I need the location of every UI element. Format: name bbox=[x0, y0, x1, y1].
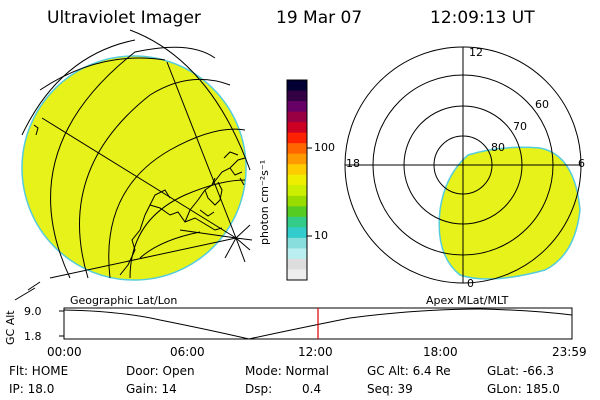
timeline-xtick-1200: 12:00 bbox=[298, 345, 333, 359]
timeline-xtick-2359: 23:59 bbox=[552, 345, 587, 359]
mlat-label-80: 80 bbox=[491, 141, 505, 154]
date-label: 19 Mar 07 bbox=[276, 8, 363, 28]
timeline-xtick-0600: 06:00 bbox=[170, 345, 205, 359]
colorbar-segment bbox=[287, 269, 307, 281]
auroral-oval-image bbox=[438, 146, 581, 280]
timeline-xtick-1800: 18:00 bbox=[423, 345, 458, 359]
polar-grid bbox=[344, 46, 582, 284]
colorbar-segment bbox=[287, 258, 307, 270]
colorbar-segment bbox=[287, 195, 307, 207]
colorbar-segment bbox=[287, 132, 307, 144]
colorbar-segment bbox=[287, 206, 307, 218]
colorbar bbox=[286, 79, 312, 281]
mode-info: Mode: Normal bbox=[245, 364, 329, 378]
colorbar-segment bbox=[287, 80, 307, 92]
timeline-ylabel: GC Alt bbox=[4, 310, 17, 345]
mlat-label-70: 70 bbox=[513, 120, 527, 133]
colorbar-segment bbox=[287, 153, 307, 165]
left-map-caption: Geographic Lat/Lon bbox=[70, 294, 178, 307]
altitude-curve bbox=[63, 308, 573, 340]
mlt-label-0: 0 bbox=[467, 277, 474, 290]
mlt-label-18: 18 bbox=[346, 157, 360, 170]
left-lat-lon-grid bbox=[14, 29, 253, 301]
colorbar-unit-label: photon cm⁻²s⁻¹ bbox=[258, 159, 271, 245]
glat-info: GLat: -66.3 bbox=[487, 364, 554, 378]
mlt-label-6: 6 bbox=[578, 157, 585, 170]
ip-info: IP: 18.0 bbox=[9, 382, 55, 396]
colorbar-segment bbox=[287, 101, 307, 113]
colorbar-segment bbox=[287, 237, 307, 249]
colorbar-segment bbox=[287, 143, 307, 155]
right-map-caption: Apex MLat/MLT bbox=[426, 294, 509, 307]
timeline-ytick-9: 9.0 bbox=[24, 305, 42, 318]
app-title: Ultraviolet Imager bbox=[47, 8, 201, 28]
glon-info: GLon: 185.0 bbox=[487, 382, 560, 396]
colorbar-tick-10: 10 bbox=[314, 229, 328, 242]
colorbar-segment bbox=[287, 185, 307, 197]
colorbar-segment bbox=[287, 90, 307, 102]
timeline-ytick-1: 1.8 bbox=[24, 330, 42, 343]
seq-info: Seq: 39 bbox=[367, 382, 413, 396]
colorbar-segment bbox=[287, 122, 307, 134]
colorbar-segment bbox=[287, 227, 307, 239]
dsp-label: Dsp: bbox=[245, 382, 273, 396]
geographic-map bbox=[14, 29, 253, 301]
mlt-label-12: 12 bbox=[469, 46, 483, 59]
orbit-timeline bbox=[59, 307, 573, 340]
dsp-value: 0.4 bbox=[302, 382, 322, 396]
polar-map bbox=[344, 46, 582, 284]
mlat-label-60: 60 bbox=[535, 98, 549, 111]
timeline-xtick-0000: 00:00 bbox=[47, 345, 82, 359]
colorbar-segment bbox=[287, 174, 307, 186]
colorbar-segment bbox=[287, 248, 307, 260]
time-label: 12:09:13 UT bbox=[430, 8, 535, 28]
colorbar-segment bbox=[287, 111, 307, 123]
colorbar-segment bbox=[287, 164, 307, 176]
flight-info: Flt: HOME bbox=[9, 364, 69, 378]
door-info: Door: Open bbox=[126, 364, 195, 378]
gc-alt-info: GC Alt: 6.4 Re bbox=[367, 364, 451, 378]
gain-info: Gain: 14 bbox=[126, 382, 177, 396]
colorbar-segment bbox=[287, 216, 307, 228]
colorbar-tick-100: 100 bbox=[314, 141, 335, 154]
coastline bbox=[33, 124, 246, 276]
